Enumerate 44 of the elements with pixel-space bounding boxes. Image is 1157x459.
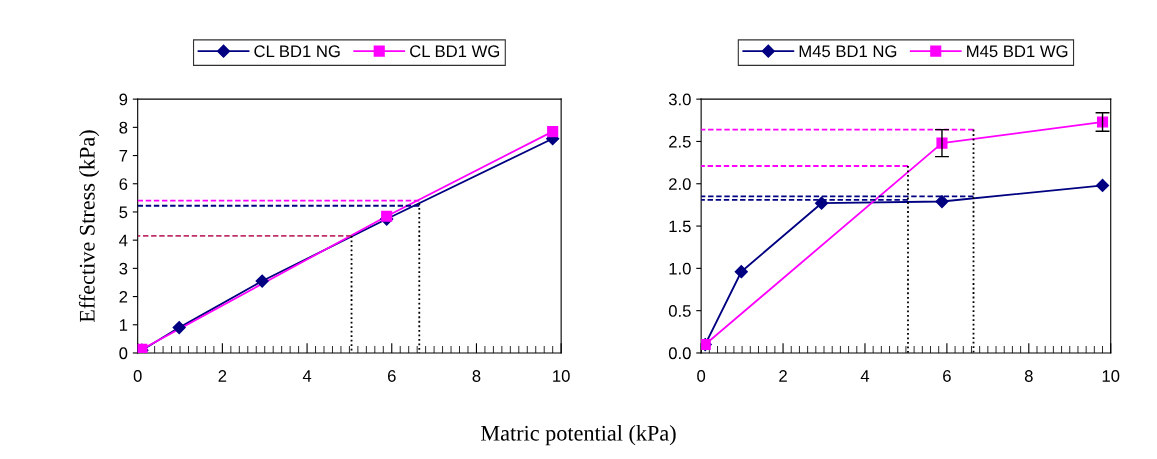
y-tick-label: 7 <box>119 150 128 162</box>
point <box>814 196 829 210</box>
y-tick-label: 3.0 <box>668 93 691 106</box>
y-tick-label: 1 <box>119 319 128 331</box>
legend-label: M45 BD1 NG <box>799 45 897 58</box>
point <box>734 265 748 279</box>
x-tick-label: 8 <box>1024 370 1033 382</box>
x-tick-label: 4 <box>860 370 870 382</box>
legend-label: CL BD1 WG <box>410 45 500 58</box>
point <box>547 126 559 138</box>
y-tick-label: 6 <box>119 178 128 190</box>
x-tick-label: 4 <box>302 370 312 382</box>
y-tick-label: 4 <box>119 234 128 247</box>
y-tick-label: 2.0 <box>669 178 691 190</box>
y-tick-label: 0.0 <box>668 347 691 360</box>
y-tick-label: 1.0 <box>669 262 691 275</box>
y-tick-label: 3 <box>119 262 128 275</box>
x-tick-label: 10 <box>1102 370 1120 382</box>
point <box>1095 178 1110 193</box>
x-tick-label: 10 <box>553 370 570 382</box>
x-tick-label: 2 <box>218 370 227 382</box>
y-tick-label: 0.5 <box>668 305 691 317</box>
x-tick-label: 0 <box>133 370 142 382</box>
x-axis-title: Matric potential (kPa) <box>481 425 676 446</box>
point <box>255 274 269 288</box>
point <box>381 210 393 222</box>
y-tick-label: 5 <box>119 206 128 219</box>
y-tick-label: 9 <box>119 93 128 106</box>
x-tick-label: 6 <box>387 370 396 382</box>
y-tick-label: 2 <box>119 290 128 303</box>
y-tick-label: 2.5 <box>669 135 691 148</box>
y-tick-label: 0 <box>119 347 128 360</box>
x-tick-label: 0 <box>697 370 706 382</box>
y-tick-label: 1.5 <box>669 220 691 233</box>
legend-label: CL BD1 NG <box>254 45 340 58</box>
x-tick-label: 8 <box>472 370 481 382</box>
x-tick-label: 2 <box>779 370 787 382</box>
point <box>935 194 949 209</box>
y-axis-title: Effective Stress (kPa) <box>78 130 100 323</box>
point <box>1096 116 1109 128</box>
legend-label: M45 BD1 WG <box>967 45 1068 58</box>
y-tick-label: 8 <box>119 121 128 134</box>
point <box>172 321 186 335</box>
x-tick-label: 6 <box>943 370 951 382</box>
